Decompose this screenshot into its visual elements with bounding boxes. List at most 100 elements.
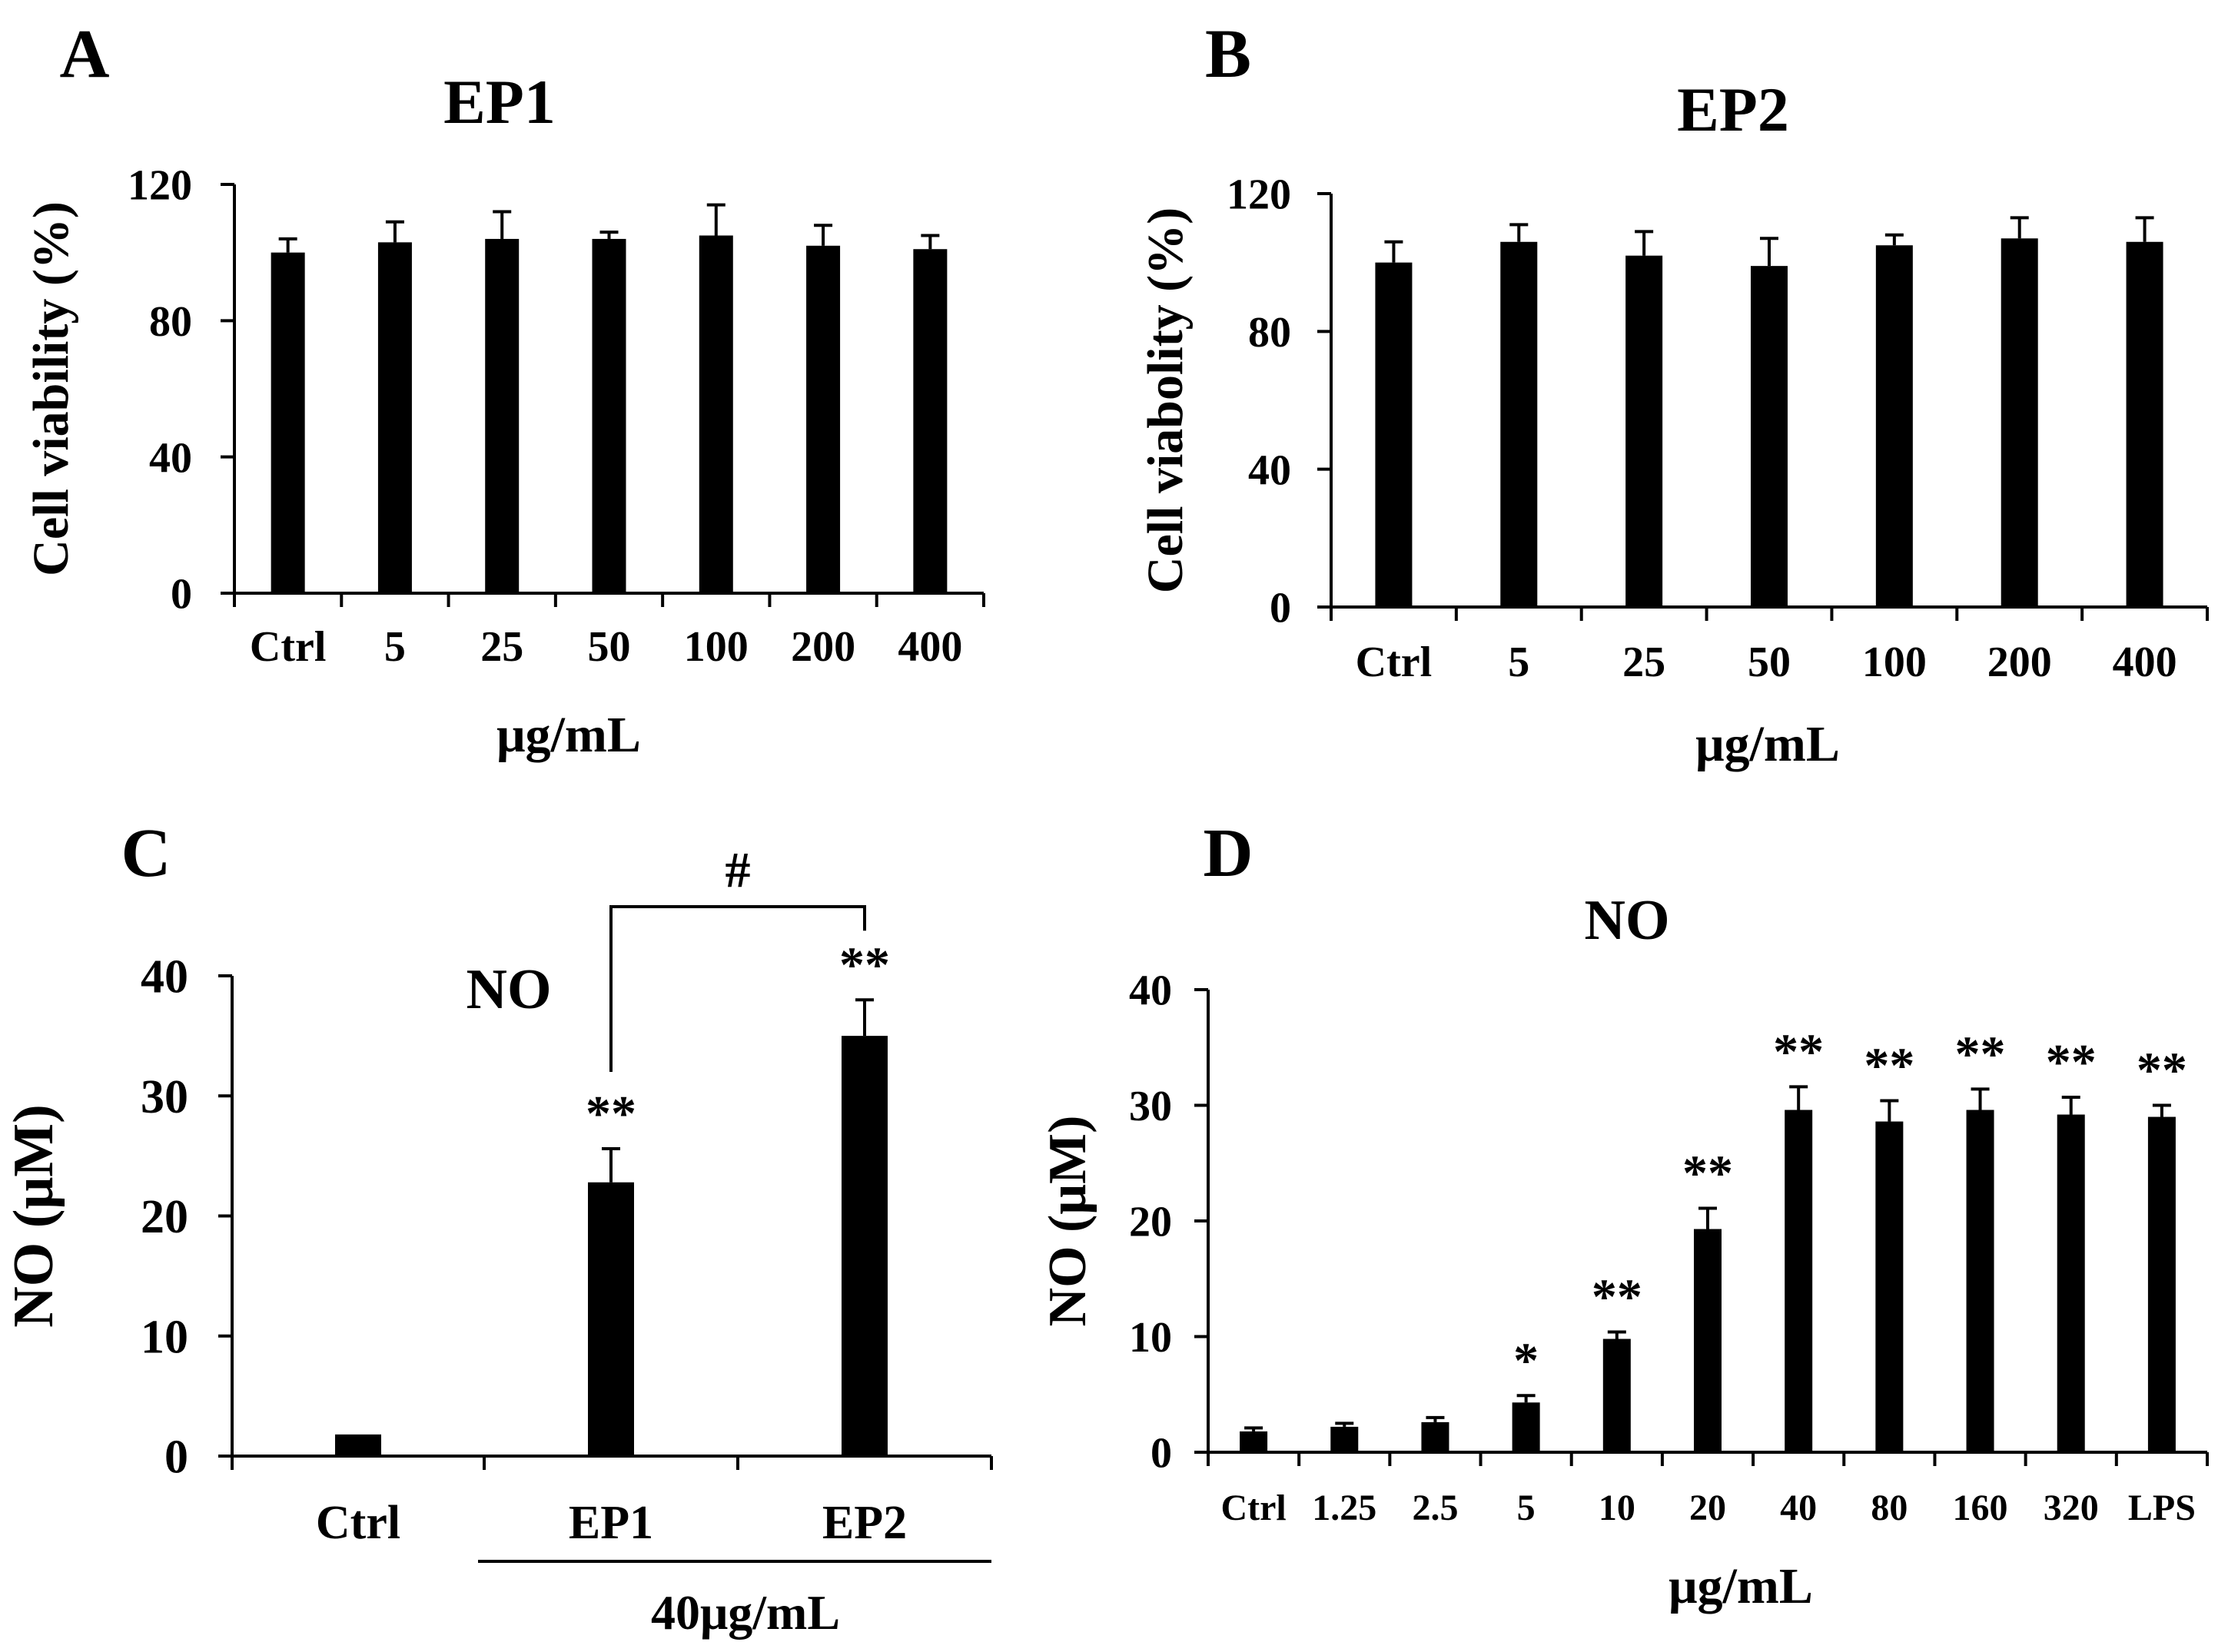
y-tick-label: 40 [141,951,188,1003]
bar-400 [2126,241,2163,607]
significance-marker: ** [1592,1269,1642,1325]
panel-c: C NO 0 10 20 30 40 Ctrl ** EP1 ** EP2 NO (μM) 40μg/mL… [2,815,993,1640]
significance-marker: ** [1864,1037,1914,1093]
y-axis-label: Cell viability (%) [23,201,79,576]
y-tick-label: 40 [1248,446,1291,494]
x-tick-label: Ctrl [316,1497,400,1549]
x-axis-label: μg/mL [1669,1558,1813,1614]
x-tick-label: 25 [480,623,523,671]
panel-letter: A [60,16,110,92]
chart-title: EP1 [443,67,556,137]
comparison-bracket [609,905,866,1072]
bar-200 [2001,238,2038,607]
y-tick-label: 30 [1129,1083,1172,1130]
significance-marker: ** [839,937,890,993]
x-tick-label: Ctrl [250,623,327,671]
panel-d: D NO 0 10 20 30 40 Ctrl 1.25 2.5 * 5 ** 10 ** 20 ** 40 ** 8… [1038,815,2209,1614]
x-tick-label: 100 [684,623,749,671]
x-tick-label: 40 [1780,1488,1817,1528]
x-tick-label: 80 [1871,1488,1908,1528]
bar-320 [2057,1114,2085,1452]
panel-b: B EP2 0 40 80 120 Ctrl 5 25 50 100 200 400 Cell viabo… [1137,16,2209,772]
x-tick-label: LPS [2128,1488,2196,1528]
bar-Ctrl [1240,1431,1268,1452]
bar-EP2 [842,1036,888,1456]
x-tick-label: EP2 [822,1497,907,1549]
y-tick-label: 80 [149,298,192,346]
y-tick-label: 120 [1227,171,1291,219]
x-tick-label: 50 [588,623,631,671]
x-axis-label: 40μg/mL [651,1585,840,1640]
panel-letter: D [1204,815,1253,891]
x-tick-label: EP1 [569,1497,653,1549]
bar-40 [1785,1110,1813,1452]
panel-letter: B [1205,16,1251,92]
significance-marker: ** [1955,1026,2006,1082]
significance-marker: ** [2046,1034,2097,1090]
y-tick-label: 30 [141,1071,188,1123]
bar-5 [1500,241,1538,607]
y-axis-label: Cell viabolity (%) [1137,207,1194,593]
bar-20 [1694,1229,1722,1452]
chart-title: EP2 [1677,75,1789,144]
x-tick-label: 5 [1508,639,1529,686]
x-tick-label: 5 [1517,1488,1536,1528]
x-tick-label: 50 [1748,639,1791,686]
x-tick-label: 25 [1622,639,1665,686]
y-tick-label: 120 [128,162,192,210]
panel-a: A EP1 0 40 80 120 Ctrl 5 25 50 100 200 400 Cell viabi… [23,16,985,763]
x-tick-label: 200 [1987,639,2052,686]
x-tick-label: 160 [1953,1488,2008,1528]
x-axis-label: μg/mL [496,707,641,763]
x-tick-label: 400 [2113,639,2177,686]
x-tick-label: 400 [898,623,962,671]
x-tick-label: 2.5 [1412,1488,1458,1528]
y-tick-label: 40 [1129,967,1172,1015]
y-tick-label: 0 [164,1431,188,1484]
bar-5 [1512,1402,1540,1452]
y-tick-label: 10 [141,1311,188,1363]
x-tick-label: Ctrl [1356,639,1433,686]
y-tick-label: 0 [171,571,192,619]
bar-1.25 [1330,1426,1359,1452]
x-tick-label: Ctrl [1220,1488,1286,1528]
panel-letter: C [121,815,171,891]
bar-Ctrl [335,1434,381,1456]
significance-marker: ** [2137,1043,2187,1099]
bar-200 [806,245,841,593]
x-tick-label: 20 [1689,1488,1726,1528]
chart-title: NO [1585,889,1670,952]
y-tick-label: 80 [1248,309,1291,357]
comparison-marker: # [726,842,751,898]
y-tick-label: 0 [1270,585,1291,632]
x-tick-label: 200 [791,623,855,671]
y-axis-label: NO (μM) [2,1104,65,1328]
y-tick-label: 40 [149,434,192,482]
x-tick-label: 5 [384,623,406,671]
bar-25 [1625,255,1663,607]
bar-LPS [2147,1116,2176,1452]
significance-marker: ** [1773,1023,1824,1080]
bar-10 [1602,1339,1631,1452]
chart-title: NO [467,958,552,1021]
bar-50 [1751,266,1788,607]
x-tick-label: 10 [1599,1488,1635,1528]
y-tick-label: 20 [1129,1199,1172,1246]
y-axis-label: NO (μM) [1038,1116,1097,1327]
bar-25 [485,238,520,593]
bar-50 [592,238,626,593]
y-tick-label: 10 [1129,1314,1172,1362]
y-tick-label: 0 [1151,1430,1172,1478]
bar-Ctrl [1375,262,1413,607]
bar-5 [377,242,412,593]
bar-EP1 [588,1182,634,1456]
significance-marker: ** [1682,1145,1733,1201]
x-tick-label: 1.25 [1312,1488,1376,1528]
significance-marker: ** [586,1086,636,1142]
x-tick-label: 100 [1862,639,1927,686]
bar-160 [1966,1110,1994,1452]
x-tick-label: 320 [2044,1488,2099,1528]
x-axis-label: μg/mL [1695,716,1840,772]
significance-marker: * [1513,1332,1539,1388]
